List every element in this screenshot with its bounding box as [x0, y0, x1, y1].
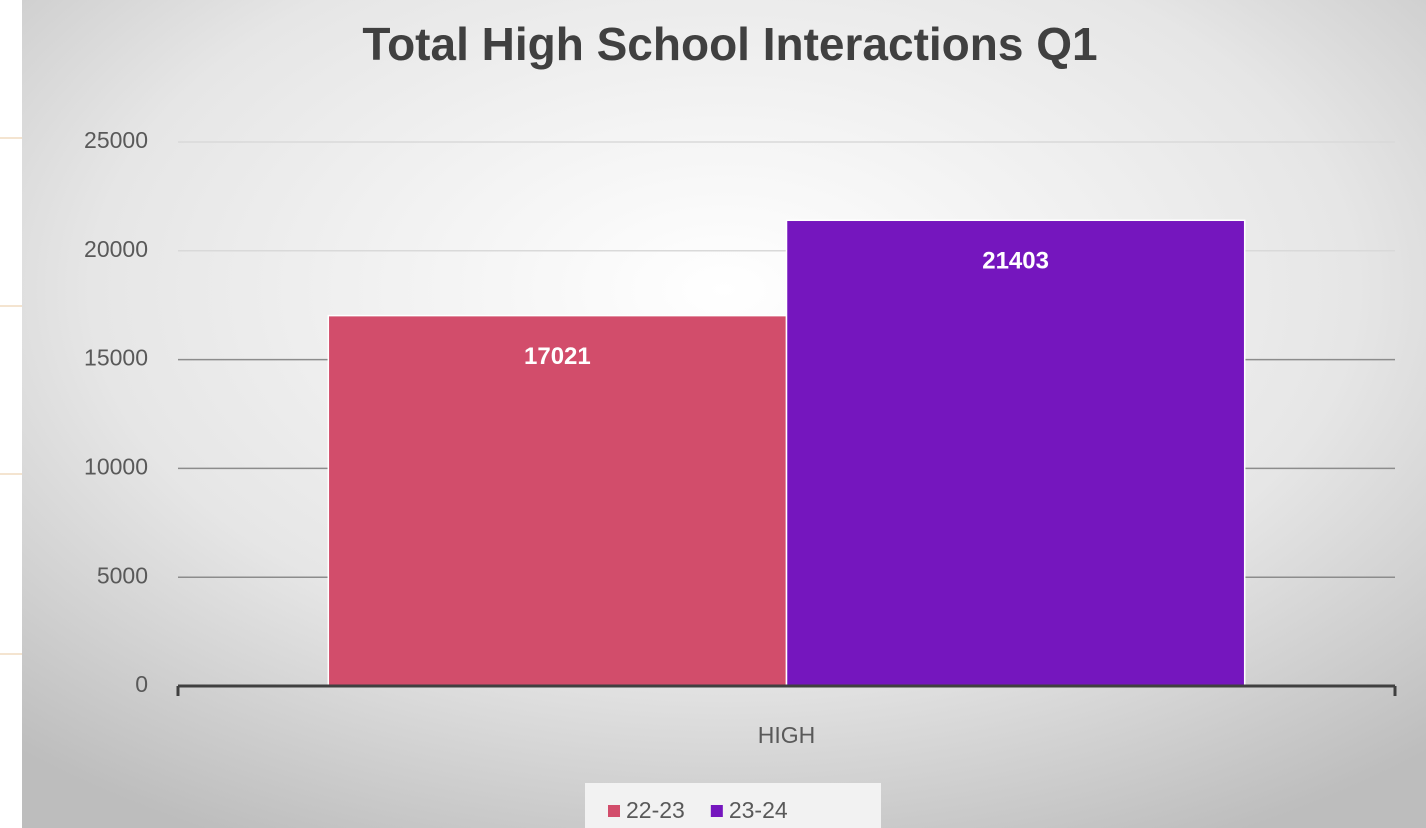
- legend-label: 22-23: [626, 797, 685, 823]
- legend-background: [585, 783, 881, 828]
- legend-swatch: [608, 805, 620, 817]
- y-tick-label: 25000: [84, 127, 148, 153]
- x-tick-label: HIGH: [758, 722, 816, 748]
- legend-label: 23-24: [729, 797, 788, 823]
- y-tick-label: 5000: [97, 562, 148, 588]
- bar: [327, 314, 788, 687]
- bar: [785, 219, 1246, 687]
- y-tick-label: 20000: [84, 236, 148, 262]
- data-label: 21403: [982, 248, 1049, 275]
- legend-swatch: [710, 805, 723, 817]
- data-label: 17021: [524, 343, 591, 370]
- chart-title: Total High School Interactions Q1: [362, 18, 1097, 70]
- y-tick-label: 0: [135, 671, 148, 697]
- y-tick-label: 10000: [84, 453, 148, 479]
- y-tick-label: 15000: [84, 345, 148, 371]
- decoration: [0, 137, 22, 655]
